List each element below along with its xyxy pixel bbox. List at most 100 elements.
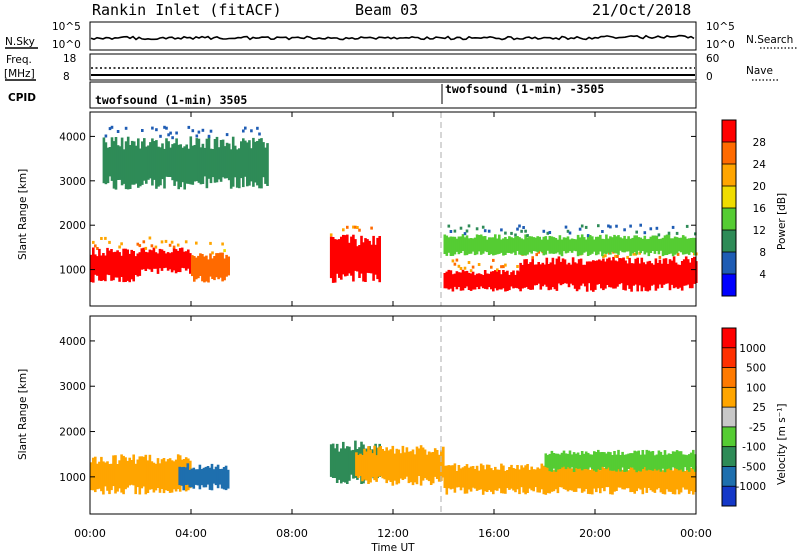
power-cell-r7-35 — [173, 143, 176, 186]
power-cell-r7-55 — [213, 139, 217, 183]
power-edge-r2-15 — [221, 242, 224, 246]
power-cell-r6-10 — [463, 237, 467, 256]
velocity-cell-r3-19 — [393, 453, 397, 481]
power-edge-r6-16 — [475, 227, 479, 231]
velocity-cell-r2-5 — [340, 448, 343, 484]
power-data — [90, 125, 698, 292]
velocity-colorbar-tick-label-3: 25 — [753, 402, 766, 414]
power-cell-r0-18 — [126, 249, 129, 281]
velocity-cell-r4-77 — [599, 470, 602, 494]
power-cell-r7-43 — [189, 136, 193, 185]
power-edge-r6-120 — [685, 224, 689, 228]
power-cell-r5-85 — [691, 258, 694, 289]
power-cell-r5-20 — [559, 261, 563, 286]
velocity-cell-r5-69 — [683, 454, 687, 468]
power-colorbar: 28 24 20 16 12 8 4 Power [dB] — [721, 119, 788, 297]
power-cell-r5-36 — [592, 260, 595, 292]
velocity-cell-r5-50 — [645, 449, 649, 471]
power-cell-r7-18 — [139, 148, 142, 187]
velocity-cell-r5-1 — [546, 455, 550, 468]
velocity-cell-r3-11 — [377, 447, 380, 477]
velocity-cell-r5-52 — [649, 451, 653, 471]
power-cell-r5-57 — [634, 258, 637, 285]
velocity-colorbar-tick-label-0: 1000 — [739, 343, 766, 355]
velocity-cell-r4-46 — [536, 467, 539, 493]
velocity-cell-r5-53 — [651, 451, 655, 471]
power-cell-r0-6 — [102, 253, 105, 281]
velocity-cell-r4-15 — [473, 469, 477, 489]
velocity-colorbar-label: Velocity [m s⁻¹] — [776, 403, 788, 485]
velocity-cell-r1-21 — [220, 468, 224, 489]
power-cell-r6-119 — [683, 236, 687, 255]
power-edge-r6-60 — [564, 225, 568, 229]
power-cell-r4-14 — [471, 271, 475, 290]
power-cell-r6-41 — [526, 237, 529, 255]
power-edge-r5-47 — [614, 254, 617, 258]
power-cell-r3-6 — [342, 234, 345, 275]
power-cell-r6-66 — [576, 234, 580, 257]
velocity-cell-r4-36 — [516, 465, 519, 490]
power-edge-r3-8 — [346, 225, 349, 229]
power-edge-r3-6 — [342, 228, 345, 232]
power-cell-r0-21 — [132, 251, 135, 282]
power-cell-r5-39 — [598, 259, 601, 284]
power-edge-r0-7 — [104, 236, 107, 240]
power-cell-r4-22 — [487, 273, 491, 288]
power-cell-r4-32 — [508, 274, 511, 291]
velocity-cell-r5-33 — [611, 455, 614, 471]
power-edge-r7-26 — [155, 128, 158, 132]
velocity-cell-r5-27 — [599, 452, 602, 470]
power-cell-r0-9 — [108, 250, 111, 276]
power-cell-r5-34 — [587, 261, 591, 284]
power-cell-r6-77 — [599, 234, 602, 252]
velocity-cell-r4-14 — [471, 466, 475, 488]
velocity-cell-r4-42 — [528, 469, 531, 489]
power-cell-r6-102 — [649, 236, 653, 253]
power-cell-r6-27 — [498, 234, 501, 254]
power-cell-r7-46 — [195, 138, 199, 182]
velocity-cell-r5-8 — [560, 452, 564, 468]
power-cell-r7-39 — [181, 147, 184, 183]
velocity-cell-r3-35 — [425, 454, 429, 480]
velocity-cell-r3-12 — [379, 446, 382, 477]
velocity-cell-r3-24 — [403, 452, 407, 479]
power-cell-r5-55 — [630, 263, 633, 292]
velocity-cell-r3-30 — [415, 446, 419, 485]
power-cell-r4-4 — [451, 274, 455, 292]
power-cell-r6-76 — [597, 236, 600, 255]
velocity-cell-r5-63 — [671, 451, 675, 468]
power-cell-r3-2 — [333, 239, 337, 283]
power-edge-r6-11 — [465, 229, 469, 233]
power-cell-r0-12 — [114, 251, 117, 278]
velocity-cell-r3-8 — [371, 453, 374, 478]
velocity-cell-r4-43 — [530, 466, 533, 491]
power-edge-r6-67 — [578, 227, 582, 231]
power-cell-r7-49 — [201, 143, 205, 184]
velocity-cell-r4-52 — [548, 468, 552, 494]
power-cell-r3-24 — [378, 236, 381, 283]
power-edge-r7-1 — [104, 134, 108, 138]
power-cell-r5-41 — [602, 258, 605, 291]
power-cell-r3-15 — [360, 235, 363, 274]
velocity-cell-r5-72 — [689, 452, 693, 467]
power-cell-r2-8 — [207, 259, 210, 283]
velocity-cell-r5-54 — [653, 455, 657, 469]
velocity-cell-r0-8 — [106, 461, 109, 491]
power-cell-r5-49 — [618, 258, 621, 285]
velocity-cell-r0-26 — [142, 456, 146, 487]
velocity-cell-r3-28 — [411, 449, 415, 486]
power-edge-r7-44 — [191, 129, 195, 133]
power-cell-r6-40 — [524, 234, 527, 256]
velocity-cell-r4-56 — [556, 464, 560, 494]
power-cell-r0-1 — [92, 247, 95, 283]
power-cell-r7-64 — [231, 136, 235, 187]
power-cell-r0-13 — [116, 250, 119, 278]
power-cell-r4-28 — [500, 274, 503, 290]
power-cell-r7-9 — [120, 137, 124, 186]
power-edge-r6-105 — [655, 226, 659, 230]
freq-tick-bottom: 8 — [63, 71, 70, 83]
velocity-colorbar-swatches — [722, 328, 736, 507]
velocity-cell-r3-10 — [375, 455, 378, 482]
power-edge-r7-53 — [209, 129, 213, 133]
power-cell-r3-17 — [364, 238, 367, 282]
